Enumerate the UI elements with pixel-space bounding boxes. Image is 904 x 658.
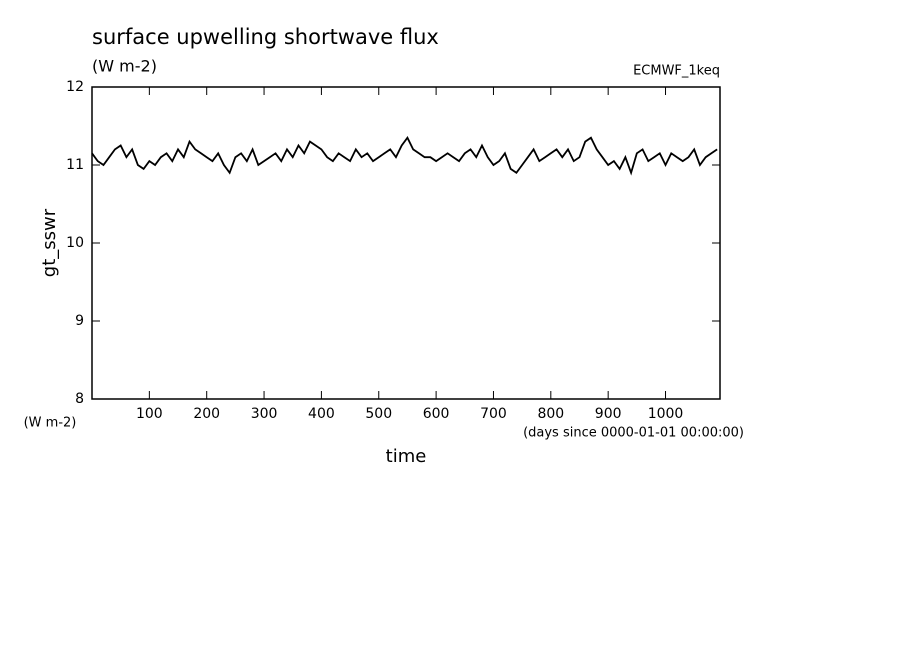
y-units: (W m-2) [24, 416, 77, 431]
x-tick-label: 500 [365, 406, 392, 422]
x-tick-label: 100 [136, 406, 163, 422]
x-tick-label: 600 [423, 406, 450, 422]
chart-title: surface upwelling shortwave flux [92, 25, 439, 49]
x-tick-label: 900 [595, 406, 622, 422]
x-tick-label: 200 [193, 406, 220, 422]
x-tick-label: 1000 [648, 406, 684, 422]
x-units: (days since 0000-01-01 00:00:00) [523, 426, 744, 441]
y-axis-label: gt_sswr [39, 208, 60, 277]
source: ECMWF_1keq [633, 64, 720, 79]
x-axis-label: time [386, 446, 427, 467]
x-tick-label: 400 [308, 406, 335, 422]
y-tick-label: 12 [66, 79, 84, 95]
y-tick-label: 11 [66, 157, 84, 173]
x-tick-label: 300 [251, 406, 278, 422]
data-line [91, 135, 718, 176]
y-tick-label: 10 [66, 235, 84, 251]
x-tick-label: 700 [480, 406, 507, 422]
y-tick-label: 9 [75, 313, 84, 329]
subtitle: (W m-2) [92, 57, 157, 76]
y-tick-label: 8 [75, 391, 84, 407]
x-tick-label: 800 [537, 406, 564, 422]
